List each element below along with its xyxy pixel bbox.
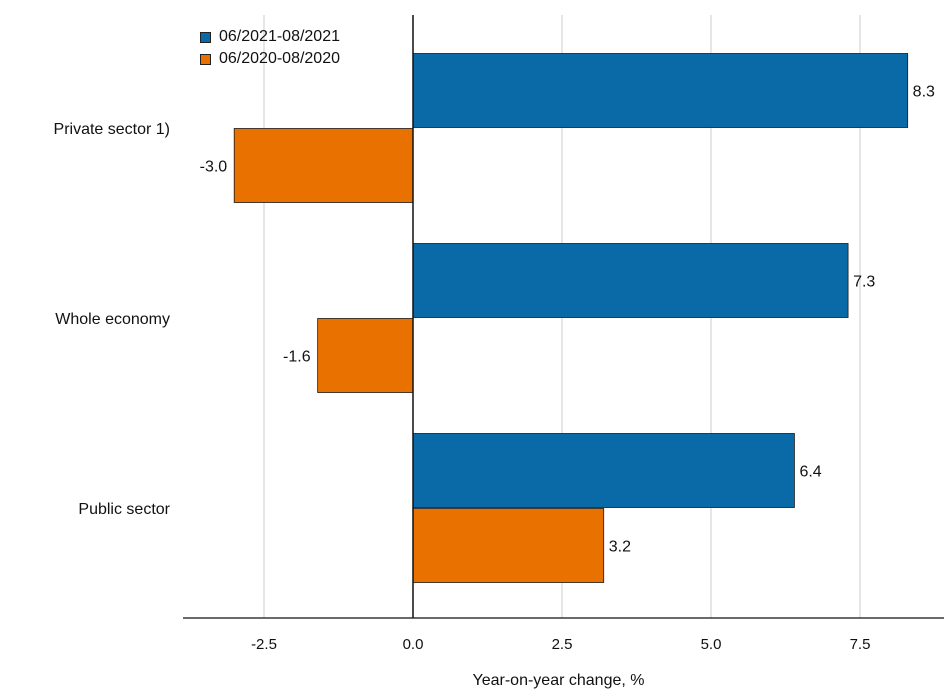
category-label: Private sector 1) (54, 121, 170, 138)
category-labels: Private sector 1) Whole economy Public sec… (54, 121, 171, 518)
data-label: -1.6 (283, 349, 311, 366)
legend-item-series-2: 06/2020-08/2020 (200, 48, 340, 70)
x-tick-label: 2.5 (552, 636, 573, 653)
bar-series-1-2 (412, 243, 849, 318)
x-tick-labels: -2.5 0.0 2.5 5.0 7.5 (251, 636, 870, 653)
bar-series-2-2 (317, 318, 414, 393)
bar-series-2-3 (412, 508, 605, 583)
x-axis-title: Year-on-year change, % (473, 672, 645, 689)
data-label: 7.3 (853, 274, 875, 291)
bar-series-2-1 (233, 128, 414, 203)
data-label: -3.0 (200, 159, 228, 176)
bar-series-1-1 (412, 53, 909, 128)
legend-label-series-1: 06/2021-08/2021 (219, 28, 340, 45)
data-labels: 8.3 -3.0 7.3 -1.6 6.4 3.2 (200, 84, 935, 556)
data-label: 3.2 (609, 539, 631, 556)
category-label: Whole economy (55, 311, 170, 328)
x-tick-label: -2.5 (251, 636, 277, 653)
x-tick-label: 5.0 (701, 636, 722, 653)
bars (233, 53, 909, 583)
data-label: 8.3 (913, 84, 935, 101)
data-label: 6.4 (799, 464, 821, 481)
bar-series-1-3 (412, 433, 795, 508)
category-label: Public sector (78, 501, 170, 518)
legend-swatch-series-2 (200, 53, 211, 65)
legend-swatch-series-1 (200, 31, 211, 43)
x-tick-label: 7.5 (850, 636, 871, 653)
legend-item-series-1: 06/2021-08/2021 (200, 26, 340, 48)
legend-label-series-2: 06/2020-08/2020 (219, 50, 340, 67)
x-tick-label: 0.0 (403, 636, 424, 653)
legend: 06/2021-08/2021 06/2020-08/2020 (200, 26, 340, 70)
